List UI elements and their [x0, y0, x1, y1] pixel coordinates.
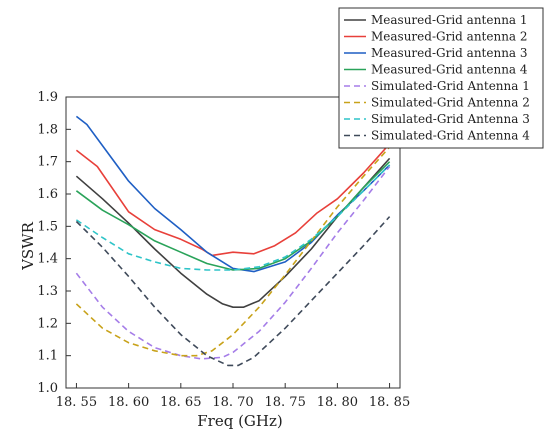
series-line-3 [75, 115, 391, 273]
y-tick-label: 1.3 [37, 284, 58, 299]
y-tick-label: 1.8 [37, 122, 58, 137]
y-tick-label: 1.5 [37, 219, 58, 234]
y-tick-label: 1.2 [37, 316, 58, 331]
y-tick-label: 1.1 [37, 349, 58, 364]
legend-entry-label: Measured-Grid antenna 2 [371, 30, 528, 44]
y-tick-label: 1.6 [37, 187, 58, 202]
legend-entry-label: Simulated-Grid Antenna 4 [371, 129, 530, 143]
legend-entry-label: Measured-Grid antenna 4 [371, 63, 528, 77]
y-tick-label: 1.7 [37, 155, 58, 170]
legend: Measured-Grid antenna 1 Measured-Grid ant… [338, 7, 544, 149]
legend-entry-label: Simulated-Grid Antenna 1 [371, 79, 530, 93]
x-tick-label: 18. 70 [212, 395, 253, 410]
series-line-7 [75, 164, 391, 271]
series-line-4 [75, 161, 391, 271]
x-tick-label: 18. 85 [369, 395, 410, 410]
x-tick-label: 18. 60 [108, 395, 149, 410]
series-line-5 [75, 166, 391, 360]
legend-box [338, 7, 544, 149]
y-axis-label: VSWR [19, 221, 37, 271]
y-tick-label: 1.0 [37, 381, 58, 396]
y-axis-ticks: 1.0 1.1 1.2 1.3 1.4 1.5 1.6 1.7 1.8 1.9 [37, 90, 71, 396]
legend-entry-label: Measured-Grid antenna 3 [371, 46, 528, 60]
series-line-2 [75, 143, 391, 257]
x-tick-label: 18. 80 [317, 395, 358, 410]
x-tick-label: 18. 55 [56, 395, 97, 410]
legend-entry-label: Simulated-Grid Antenna 2 [371, 96, 530, 110]
x-tick-label: 18. 65 [160, 395, 201, 410]
series-lines [75, 115, 391, 367]
x-tick-label: 18. 75 [265, 395, 306, 410]
series-line-8 [75, 216, 391, 367]
series-line-6 [75, 146, 391, 357]
x-axis-ticks: 18. 55 18. 60 18. 65 18. 70 18. 75 18. 80 18. … [56, 383, 410, 410]
y-tick-label: 1.9 [37, 90, 58, 105]
legend-entry-label: Simulated-Grid Antenna 3 [371, 112, 530, 126]
x-axis-label: Freq (GHz) [197, 412, 283, 430]
y-tick-label: 1.4 [37, 252, 58, 267]
series-line-1 [75, 157, 391, 308]
legend-entry-label: Measured-Grid antenna 1 [371, 13, 528, 27]
